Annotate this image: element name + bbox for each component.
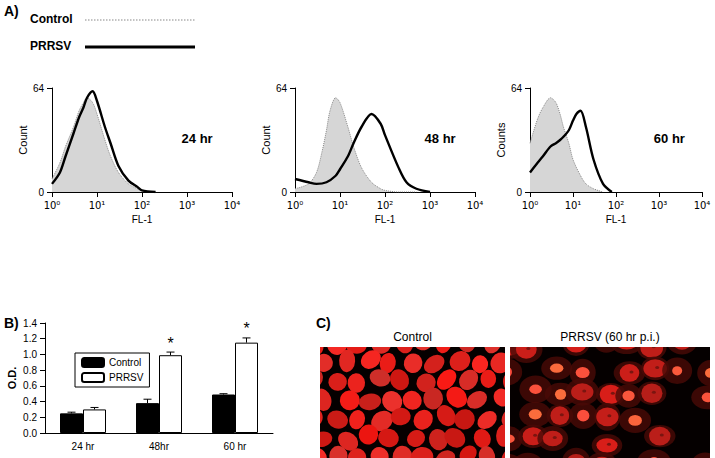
svg-text:10²: 10² bbox=[608, 200, 625, 211]
svg-text:FL-1: FL-1 bbox=[375, 214, 396, 225]
svg-text:0: 0 bbox=[516, 187, 522, 198]
svg-text:Count: Count bbox=[260, 125, 272, 154]
svg-text:10¹: 10¹ bbox=[565, 200, 582, 211]
svg-text:10¹: 10¹ bbox=[89, 200, 106, 211]
svg-text:*: * bbox=[243, 320, 249, 337]
svg-text:48 hr: 48 hr bbox=[425, 131, 456, 146]
svg-text:O.D.: O.D. bbox=[6, 367, 18, 390]
svg-text:*: * bbox=[167, 335, 173, 352]
svg-text:0.0: 0.0 bbox=[23, 428, 37, 439]
svg-text:60 hr: 60 hr bbox=[654, 131, 685, 146]
svg-text:10⁴: 10⁴ bbox=[467, 200, 484, 211]
svg-text:64: 64 bbox=[33, 83, 45, 94]
svg-text:0: 0 bbox=[281, 187, 287, 198]
svg-text:PRRSV: PRRSV bbox=[30, 39, 71, 53]
svg-text:10³: 10³ bbox=[422, 200, 439, 211]
svg-text:64: 64 bbox=[276, 83, 288, 94]
svg-text:10⁰: 10⁰ bbox=[522, 200, 539, 211]
svg-text:10³: 10³ bbox=[179, 200, 196, 211]
svg-text:24 hr: 24 hr bbox=[72, 441, 95, 452]
svg-text:PRRSV (60 hr p.i.): PRRSV (60 hr p.i.) bbox=[560, 330, 659, 344]
svg-text:10³: 10³ bbox=[651, 200, 668, 211]
svg-text:10⁰: 10⁰ bbox=[44, 200, 61, 211]
svg-text:Control: Control bbox=[393, 330, 432, 344]
svg-text:10¹: 10¹ bbox=[332, 200, 349, 211]
svg-text:PRRSV: PRRSV bbox=[109, 372, 144, 383]
svg-text:64: 64 bbox=[511, 83, 523, 94]
svg-text:1.2: 1.2 bbox=[23, 333, 37, 344]
svg-text:0.8: 0.8 bbox=[23, 365, 37, 376]
svg-text:Control: Control bbox=[30, 12, 73, 26]
svg-text:Count: Count bbox=[17, 125, 29, 154]
svg-text:0.4: 0.4 bbox=[23, 396, 37, 407]
svg-text:0: 0 bbox=[38, 187, 44, 198]
svg-text:B): B) bbox=[4, 315, 19, 331]
svg-text:24 hr: 24 hr bbox=[182, 131, 213, 146]
svg-text:10⁰: 10⁰ bbox=[287, 200, 304, 211]
svg-text:FL-1: FL-1 bbox=[606, 214, 627, 225]
svg-text:C): C) bbox=[316, 315, 331, 331]
svg-text:0.6: 0.6 bbox=[23, 380, 37, 391]
svg-text:0.2: 0.2 bbox=[23, 412, 37, 423]
svg-text:A): A) bbox=[4, 3, 19, 19]
svg-text:1.0: 1.0 bbox=[23, 349, 37, 360]
svg-text:1.4: 1.4 bbox=[23, 318, 37, 329]
svg-text:10²: 10² bbox=[134, 200, 151, 211]
svg-text:FL-1: FL-1 bbox=[132, 214, 153, 225]
svg-text:10²: 10² bbox=[377, 200, 394, 211]
svg-text:48hr: 48hr bbox=[149, 441, 170, 452]
svg-text:Counts: Counts bbox=[495, 122, 507, 157]
svg-text:10⁴: 10⁴ bbox=[694, 200, 711, 211]
svg-text:10⁴: 10⁴ bbox=[224, 200, 241, 211]
svg-text:60 hr: 60 hr bbox=[224, 441, 247, 452]
svg-text:Control: Control bbox=[109, 357, 141, 368]
